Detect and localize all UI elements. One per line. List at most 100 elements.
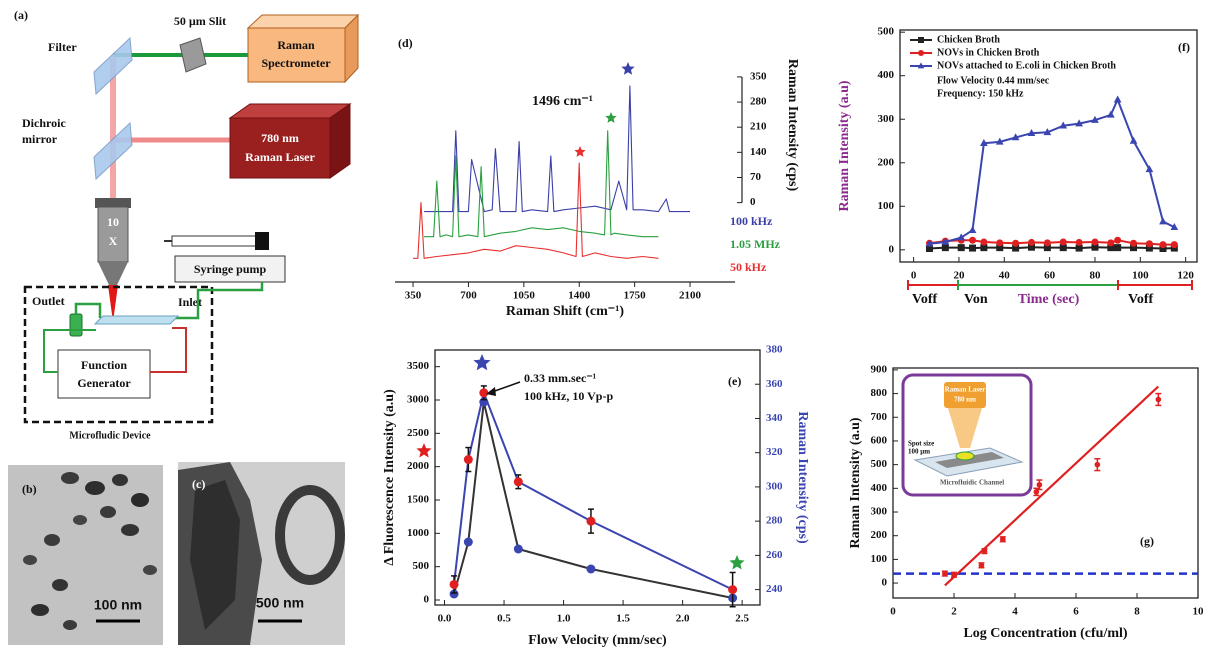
marker [1027,238,1035,246]
x-tick-label: 1050 [513,290,536,302]
y-tick-label: 3000 [407,394,430,406]
x-tick-label: 1.0 [557,613,571,625]
marker [1159,245,1167,253]
x-tick-label: 1400 [568,290,591,302]
y-tick-label: 0 [882,577,888,589]
marker [1075,238,1083,246]
marker [1043,239,1051,247]
x-tick-label: 700 [460,290,477,302]
y2-tick-label: 320 [766,446,783,458]
star-marker [605,112,617,123]
marker [586,564,596,574]
marker [1159,217,1167,225]
series-line [413,162,659,259]
x-tick-label: 350 [405,290,422,302]
label: Dichroic [22,116,66,130]
objective-ring [95,198,131,208]
x-axis-label: Log Concentration (cfu/ml) [963,626,1127,641]
function-generator [57,349,151,399]
ring [275,485,345,585]
y-tick-label: 300 [871,506,888,518]
marker [969,236,977,244]
inset-label: 780 nm [954,396,976,404]
y-tick-label: 200 [871,529,888,541]
note: Frequency: 150 kHz [937,88,1024,99]
y-tick-label: 200 [878,156,895,168]
laser-cone [948,408,982,448]
panel-label: (b) [22,482,37,496]
marker [978,562,985,569]
marker [449,589,459,599]
particle [131,493,149,507]
y-axis-label: Raman Intensity (cps) [785,59,800,192]
channel [935,452,1004,468]
star-marker [574,146,586,157]
chip [93,315,180,325]
particle [143,565,157,575]
x-axis-label: Raman Shift (cm⁻¹) [506,304,624,319]
filter [93,36,133,96]
marker [1129,136,1138,144]
label: Filter [48,40,77,54]
legend-label: NOVs attached to E.coli in Chicken Broth [937,60,1116,71]
objective [97,206,129,263]
label: Microfludic Device [69,430,151,441]
series-label: 100 kHz [730,214,773,228]
focus [108,285,118,322]
star-marker [473,354,491,371]
marker [1145,165,1154,173]
series-line [929,246,1175,250]
particle [73,515,87,525]
vial [69,313,83,337]
plot-frame [892,367,1199,599]
y-tick-label: 2500 [407,427,430,439]
plot-frame [434,349,761,606]
marker [969,244,977,252]
label: Function [81,358,127,372]
marker [1113,95,1122,103]
fit-line [944,385,1160,587]
box-top [246,14,360,29]
note: Flow Velocity 0.44 mm/sec [937,75,1050,86]
series-line [453,401,733,599]
marker [1059,244,1067,252]
y2-tick-label: 240 [766,583,783,595]
x-tick-label: 0 [890,606,896,618]
y-axis-label: Δ Fluorescence Intensity (a.u) [382,389,397,566]
y2-tick-label: 340 [766,412,783,424]
plot-frame [899,29,1198,263]
laser [229,117,331,179]
label: X [109,234,118,248]
star-marker [416,443,432,458]
x-axis-label: Flow Velocity (mm/sec) [528,633,667,648]
inset-label: Spot size [908,440,934,448]
x-tick-label: 1750 [624,290,647,302]
wire [150,327,187,373]
marker [995,137,1004,145]
annotation: 0.33 mm.sec⁻¹ [524,371,597,385]
marker [918,37,924,43]
annotation: 1496 cm⁻¹ [532,94,593,109]
panel-label: (f) [1178,40,1190,54]
y-tick-label: 500 [871,458,888,470]
y-tick-label: 350 [750,70,767,82]
marker [925,245,933,253]
scale-label: 500 nm [256,595,304,611]
y-tick-label: 300 [878,113,895,125]
marker [968,226,977,234]
particle [85,481,105,495]
x-tick-label: 0.0 [438,613,452,625]
marker [941,244,949,252]
device-box [23,285,214,424]
marker [1107,239,1115,247]
marker [996,244,1004,252]
legend-label: NOVs in Chicken Broth [937,47,1040,58]
panel-label: (d) [398,36,413,50]
label: Outlet [32,294,65,308]
marker [728,585,738,595]
marker [980,244,988,252]
x-tick-label: 2 [951,606,957,618]
x-tick-label: 6 [1073,606,1079,618]
marker [941,237,950,245]
